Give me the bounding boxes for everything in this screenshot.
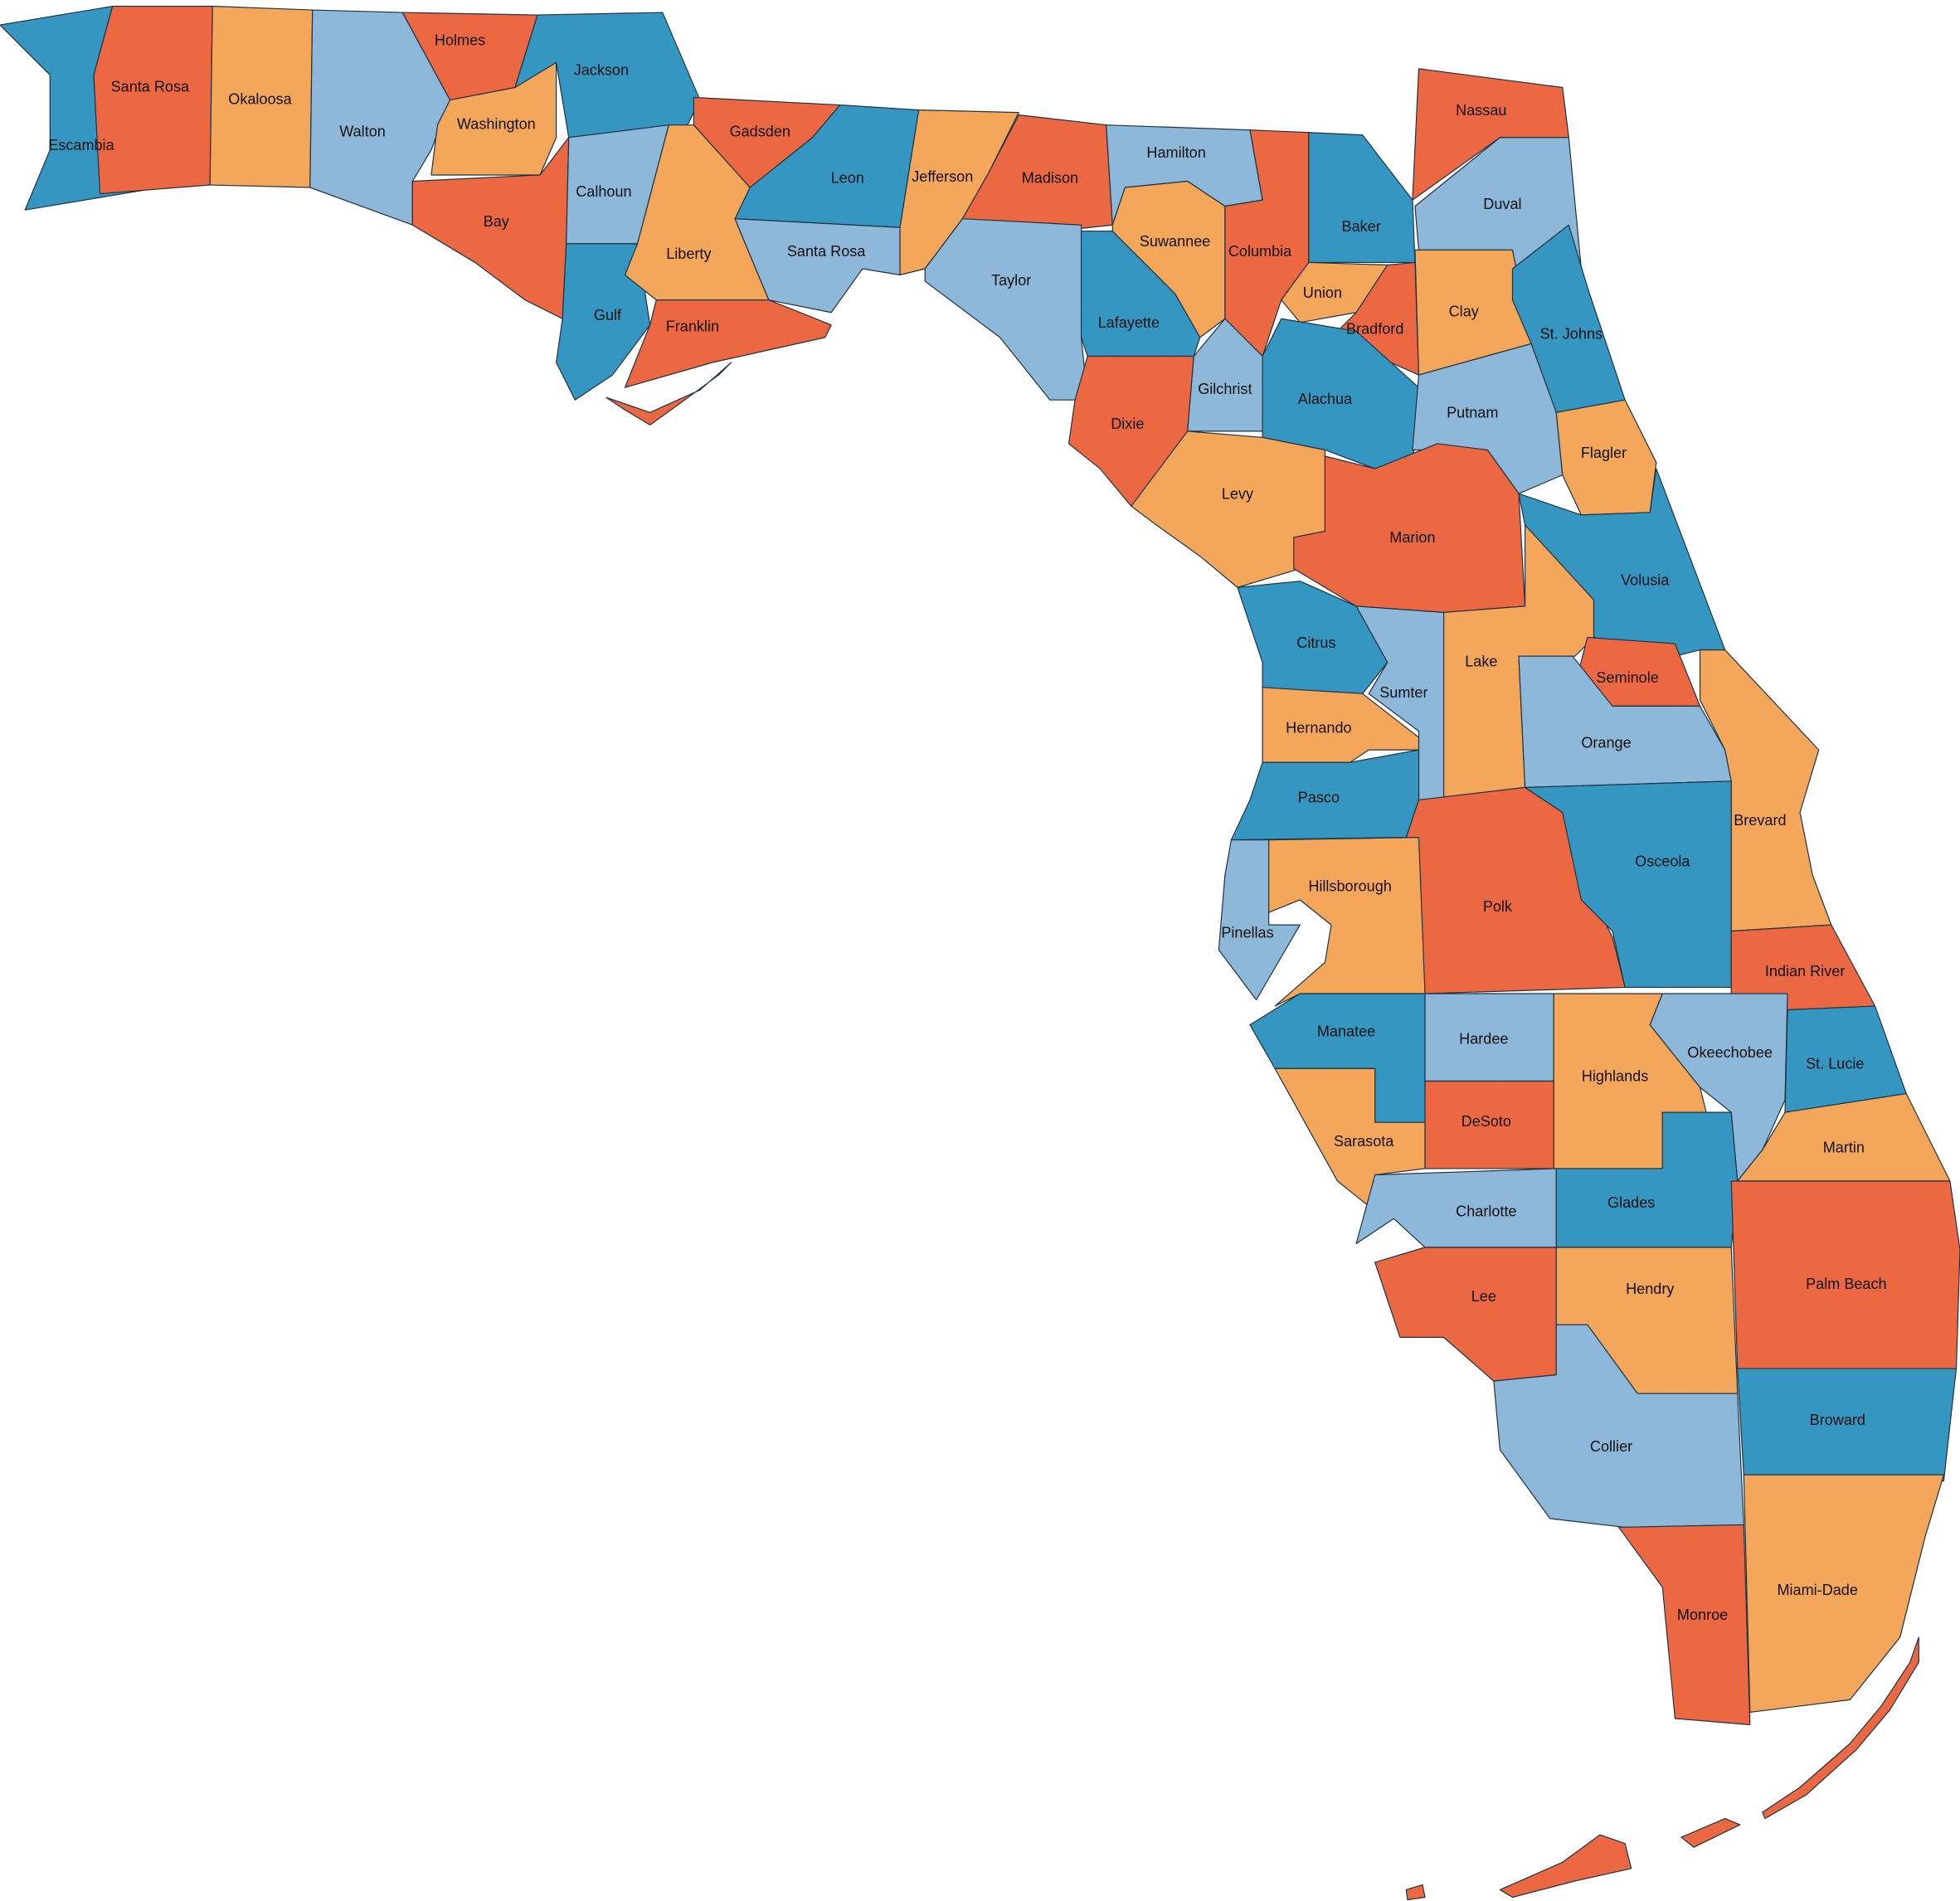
county-label: Santa Rosa bbox=[111, 78, 190, 95]
county-label: Levy bbox=[1222, 486, 1253, 503]
county-label: Collier bbox=[1590, 1438, 1632, 1455]
county-shape bbox=[1730, 1180, 1960, 1369]
county-label: DeSoto bbox=[1461, 1113, 1511, 1130]
county-label: Hernando bbox=[1286, 719, 1351, 736]
county-shape bbox=[1524, 780, 1732, 989]
county-shape bbox=[1374, 1247, 1557, 1382]
county-label: Union bbox=[1303, 284, 1342, 301]
county-label: Indian River bbox=[1765, 963, 1845, 980]
county-label: Alachua bbox=[1298, 391, 1353, 407]
county-shape bbox=[1743, 1474, 1945, 1714]
county-label: Lee bbox=[1471, 1288, 1496, 1305]
county-label: Jackson bbox=[574, 62, 629, 79]
county-label: Calhoun bbox=[576, 183, 631, 200]
county-label: Hamilton bbox=[1146, 144, 1205, 161]
county-label: Hardee bbox=[1459, 1031, 1508, 1048]
county-label: Suwannee bbox=[1140, 233, 1210, 250]
county-shape bbox=[624, 299, 832, 388]
county-label: Putnam bbox=[1447, 405, 1498, 421]
county-label: Dixie bbox=[1111, 416, 1144, 432]
county-label: Walton bbox=[339, 124, 386, 140]
county-label: Pasco bbox=[1298, 790, 1340, 806]
county-label: Brevard bbox=[1734, 812, 1786, 829]
county-label: Bay bbox=[484, 213, 509, 230]
county-label: Glades bbox=[1607, 1194, 1655, 1211]
county-label: Hillsborough bbox=[1308, 878, 1392, 895]
county-label: Lafayette bbox=[1098, 314, 1160, 331]
county-label: Sarasota bbox=[1334, 1133, 1394, 1150]
county-shape bbox=[1737, 1368, 1958, 1482]
county-label: Gulf bbox=[594, 307, 622, 323]
county-label: Holmes bbox=[435, 32, 485, 49]
county-label: Bradford bbox=[1346, 321, 1403, 338]
county-label: Santa Rosa bbox=[787, 243, 866, 260]
county-shape bbox=[430, 61, 557, 176]
county-label: Flagler bbox=[1581, 445, 1627, 461]
county-label: Seminole bbox=[1596, 669, 1658, 686]
county-label: Okaloosa bbox=[228, 90, 292, 107]
county-label: Clay bbox=[1449, 304, 1479, 320]
county-label: Washington bbox=[457, 115, 536, 132]
county-label: Nassau bbox=[1456, 102, 1506, 119]
florida-keys bbox=[606, 362, 1919, 1901]
county-label: Osceola bbox=[1635, 853, 1690, 870]
county-label: Palm Beach bbox=[1806, 1276, 1886, 1292]
county-label: Gilchrist bbox=[1198, 381, 1252, 397]
county-label: Broward bbox=[1810, 1412, 1865, 1428]
county-label: Liberty bbox=[666, 246, 711, 262]
county-label: Orange bbox=[1581, 734, 1631, 751]
county-shape bbox=[1237, 581, 1389, 694]
county-shape bbox=[1080, 231, 1201, 357]
county-shape bbox=[1274, 1067, 1426, 1207]
county-label: Gadsden bbox=[730, 124, 790, 140]
county-shape bbox=[93, 5, 213, 195]
county-label: Marion bbox=[1389, 529, 1435, 546]
county-label: Franklin bbox=[666, 318, 719, 335]
county-shape bbox=[924, 218, 1088, 401]
county-label: St. Johns bbox=[1540, 326, 1603, 343]
county-label: Okeechobee bbox=[1687, 1044, 1773, 1061]
county-shape bbox=[1268, 837, 1426, 1007]
county-label: Taylor bbox=[991, 272, 1031, 289]
county-label: Columbia bbox=[1228, 243, 1292, 260]
county-label: Monroe bbox=[1677, 1607, 1728, 1623]
county-label: Leon bbox=[831, 169, 864, 186]
county-label: Escambia bbox=[48, 137, 114, 153]
county-shape bbox=[1493, 1324, 1744, 1529]
county-label: Pinellas bbox=[1221, 924, 1273, 941]
county-shape bbox=[1308, 132, 1416, 264]
county-label: Lake bbox=[1465, 653, 1497, 669]
county-label: Duval bbox=[1483, 196, 1521, 212]
county-label: Martin bbox=[1823, 1140, 1865, 1156]
county-label: Hendry bbox=[1626, 1281, 1674, 1297]
county-label: Sumter bbox=[1379, 684, 1427, 701]
county-label: Manatee bbox=[1317, 1023, 1375, 1039]
county-shape bbox=[1617, 1524, 1751, 1726]
county-label: Madison bbox=[1022, 169, 1078, 186]
county-label: Volusia bbox=[1621, 571, 1670, 588]
county-label: St. Lucie bbox=[1806, 1056, 1864, 1072]
county-label: Jefferson bbox=[912, 168, 973, 185]
county-label: Baker bbox=[1342, 218, 1381, 235]
county-shape bbox=[1293, 443, 1526, 613]
county-label: Charlotte bbox=[1456, 1203, 1516, 1219]
county-label: Miami-Dade bbox=[1777, 1582, 1857, 1598]
county-label: Highlands bbox=[1582, 1068, 1648, 1085]
county-label: Citrus bbox=[1296, 634, 1335, 651]
county-label: Polk bbox=[1483, 898, 1513, 915]
